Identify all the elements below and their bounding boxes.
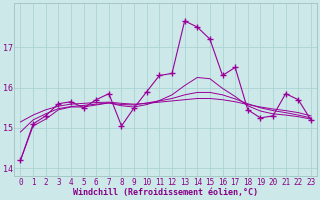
X-axis label: Windchill (Refroidissement éolien,°C): Windchill (Refroidissement éolien,°C): [73, 188, 258, 197]
